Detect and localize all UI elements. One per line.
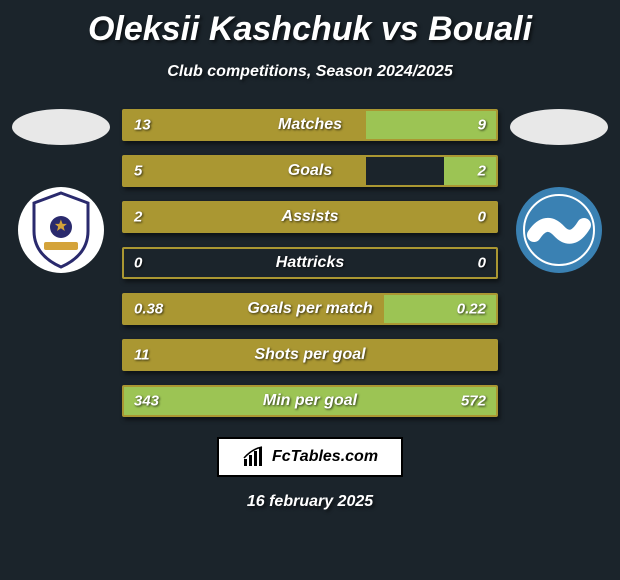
bar-fill-right [366, 111, 496, 139]
stat-value-left: 0.38 [134, 301, 163, 318]
stat-row: 2 0 Assists [122, 201, 498, 233]
team-crest-left [18, 187, 104, 273]
stat-label: Hattricks [276, 254, 344, 272]
stat-row: 343 572 Min per goal [122, 385, 498, 417]
comparison-panel: 13 9 Matches 5 2 Goals 2 0 Assists 0 0 Hattricks 0.3… [0, 109, 620, 417]
stat-value-right: 9 [478, 117, 486, 134]
chart-icon [242, 445, 266, 469]
stat-label: Goals per match [247, 300, 372, 318]
stat-row: 13 9 Matches [122, 109, 498, 141]
stat-value-right: 2 [478, 163, 486, 180]
stat-value-right: 572 [461, 393, 486, 410]
page-title: Oleksii Kashchuk vs Bouali [0, 0, 620, 49]
crest-right-icon [516, 187, 602, 273]
player-photo-right [510, 109, 608, 145]
crest-left-icon [18, 187, 104, 273]
stat-value-left: 0 [134, 255, 142, 272]
bar-fill-right [444, 157, 496, 185]
player-photo-left [12, 109, 110, 145]
stat-row: 11 Shots per goal [122, 339, 498, 371]
stat-value-right: 0.22 [457, 301, 486, 318]
stat-value-right: 0 [478, 255, 486, 272]
stat-label: Shots per goal [254, 346, 365, 364]
stat-value-left: 343 [134, 393, 159, 410]
bars-container: 13 9 Matches 5 2 Goals 2 0 Assists 0 0 Hattricks 0.3… [116, 109, 504, 417]
stat-label: Matches [278, 116, 342, 134]
subtitle: Club competitions, Season 2024/2025 [0, 63, 620, 81]
date-text: 16 february 2025 [0, 493, 620, 511]
stat-value-left: 13 [134, 117, 151, 134]
stat-row: 0 0 Hattricks [122, 247, 498, 279]
team-crest-right [516, 187, 602, 273]
stat-value-right: 0 [478, 209, 486, 226]
stat-label: Assists [282, 208, 339, 226]
stat-value-left: 11 [134, 347, 150, 364]
stat-row: 0.38 0.22 Goals per match [122, 293, 498, 325]
stat-row: 5 2 Goals [122, 155, 498, 187]
stat-value-left: 5 [134, 163, 142, 180]
stat-label: Min per goal [263, 392, 357, 410]
left-side [6, 109, 116, 417]
source-logo-text: FcTables.com [272, 448, 378, 466]
stat-label: Goals [288, 162, 332, 180]
right-side [504, 109, 614, 417]
stat-value-left: 2 [134, 209, 142, 226]
source-logo: FcTables.com [217, 437, 403, 477]
